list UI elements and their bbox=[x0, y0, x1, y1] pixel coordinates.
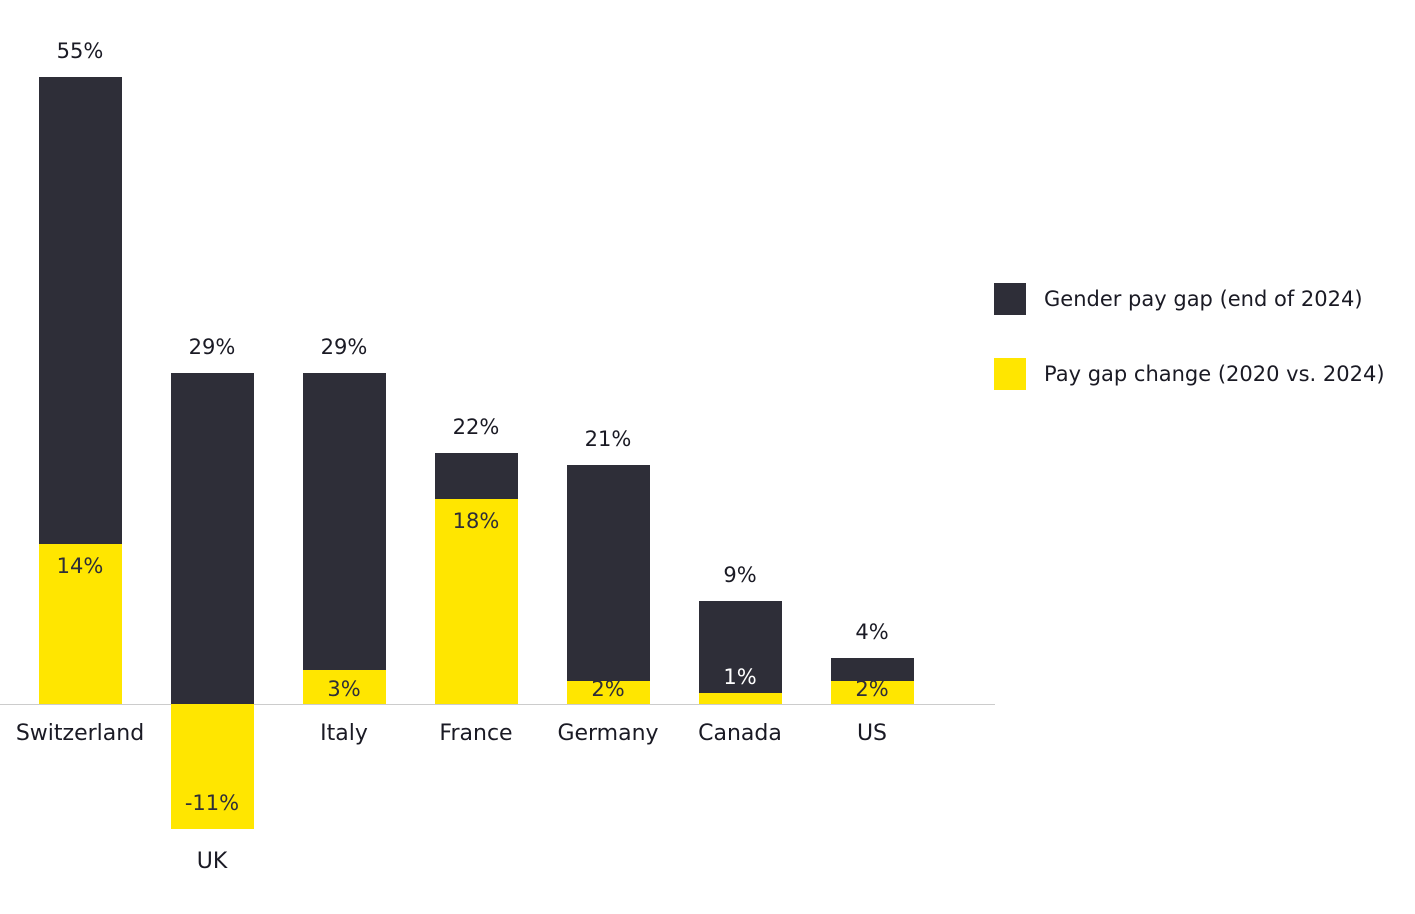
category-label-canada: Canada bbox=[698, 721, 782, 746]
gap-value-label: 4% bbox=[855, 620, 889, 645]
gap-value-label: 9% bbox=[723, 563, 757, 588]
chart-baseline bbox=[0, 704, 995, 705]
change-value-label: 1% bbox=[723, 664, 757, 689]
gap-value-label: 55% bbox=[56, 39, 104, 63]
bar-change-us bbox=[830, 681, 914, 704]
bar-change-switzerland bbox=[38, 544, 122, 704]
category-label-italy: Italy bbox=[320, 721, 368, 746]
change-value-label: 18% bbox=[452, 508, 500, 533]
legend-label: Gender pay gap (end of 2024) bbox=[1044, 287, 1363, 311]
bar-change-italy bbox=[302, 669, 386, 704]
legend-item-pay-gap-change: Pay gap change (2020 vs. 2024) bbox=[994, 357, 1385, 391]
legend-label: Pay gap change (2020 vs. 2024) bbox=[1044, 362, 1385, 386]
bar-change-germany bbox=[566, 681, 650, 704]
bar-gap-italy bbox=[302, 373, 386, 704]
bar-change-canada bbox=[698, 692, 782, 704]
bar-gap-canada bbox=[698, 601, 782, 704]
category-label-switzerland: Switzerland bbox=[15, 721, 145, 746]
category-label-france: France bbox=[439, 721, 513, 746]
bar-gap-uk bbox=[170, 373, 254, 704]
change-value-label: 3% bbox=[327, 677, 361, 701]
legend-swatch-yellow bbox=[994, 358, 1026, 390]
gap-value-label: 29% bbox=[320, 335, 368, 360]
gap-value-label: 29% bbox=[188, 335, 236, 360]
bar-change-uk bbox=[170, 704, 254, 830]
category-label-us: US bbox=[856, 721, 888, 746]
change-value-label: 14% bbox=[56, 554, 104, 579]
legend: Gender pay gap (end of 2024) Pay gap cha… bbox=[994, 282, 1385, 432]
gap-value-label: 21% bbox=[584, 426, 632, 451]
category-label-germany: Germany bbox=[557, 721, 659, 746]
change-value-label: 2% bbox=[855, 677, 889, 701]
gap-value-label: 22% bbox=[452, 415, 500, 440]
legend-item-gender-pay-gap: Gender pay gap (end of 2024) bbox=[994, 282, 1385, 316]
bar-gap-germany bbox=[566, 464, 650, 704]
change-value-label: -11% bbox=[184, 791, 240, 816]
bar-change-france bbox=[434, 498, 518, 704]
legend-swatch-dark bbox=[994, 283, 1026, 315]
change-value-label: 2% bbox=[591, 677, 625, 701]
category-label-uk: UK bbox=[196, 849, 228, 875]
